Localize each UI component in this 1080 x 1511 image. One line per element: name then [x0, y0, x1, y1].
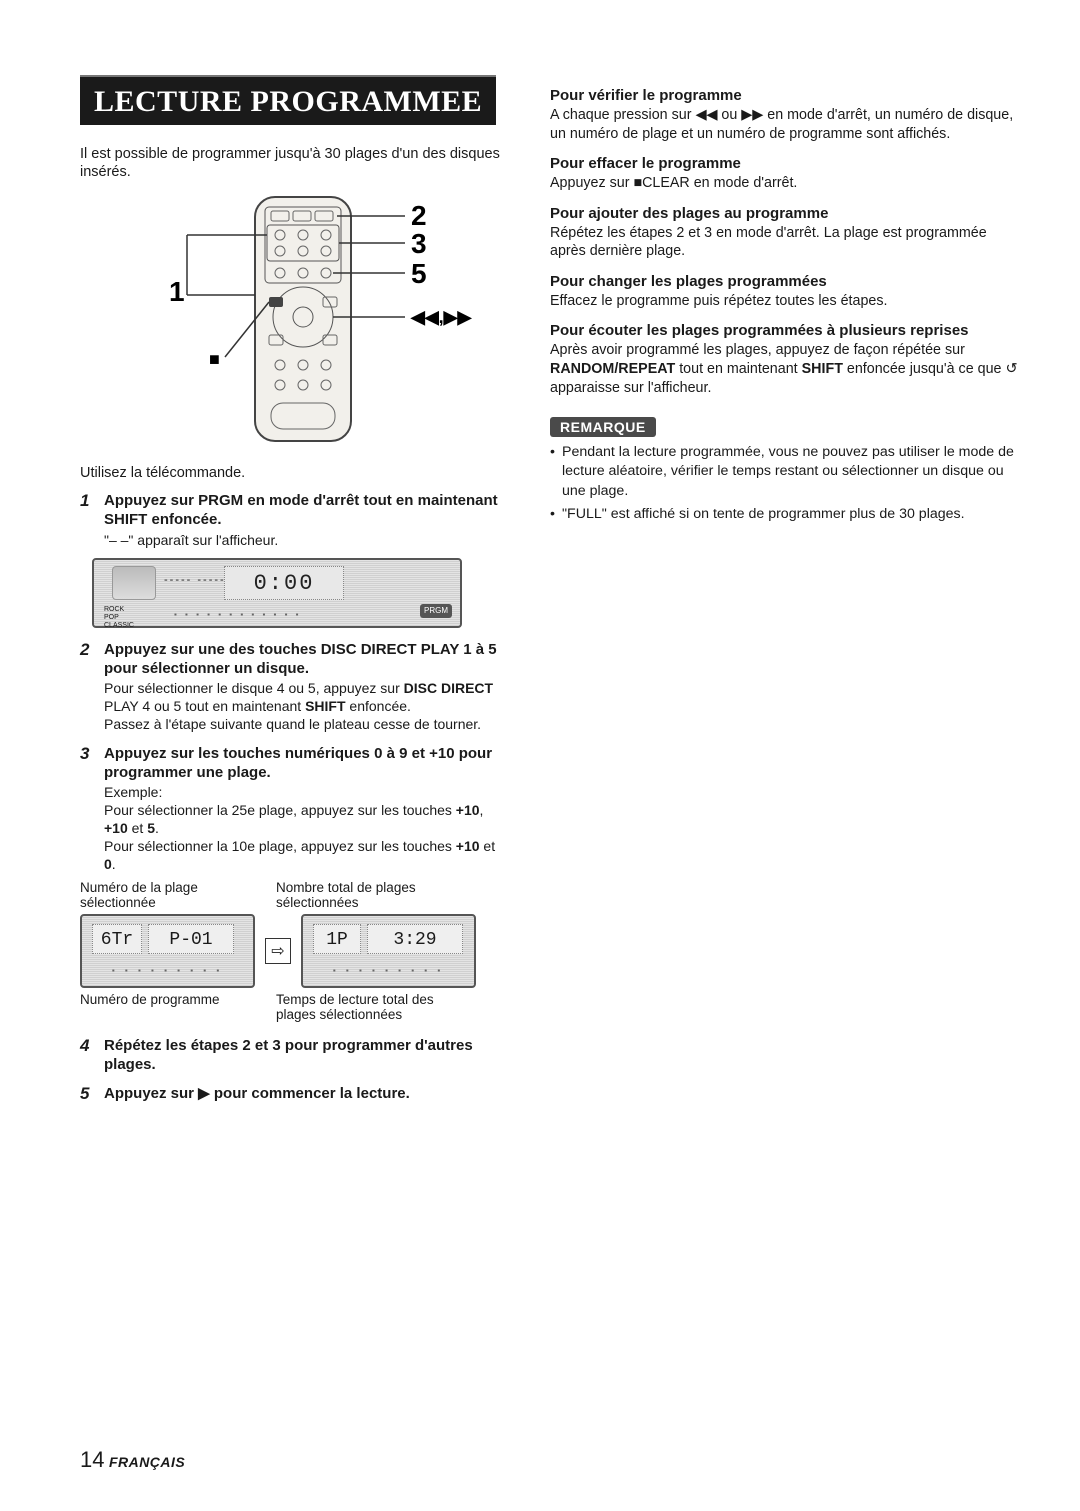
page-footer: 14 FRANÇAIS — [80, 1447, 185, 1473]
left-column: LECTURE PROGRAMMEE Il est possible de pr… — [80, 75, 510, 1108]
two-columns: LECTURE PROGRAMMEE Il est possible de pr… — [80, 75, 1020, 1108]
section-verify: Pour vérifier le programme A chaque pres… — [550, 87, 1020, 143]
lcd1-time: 0:00 — [224, 566, 344, 600]
section-hd: Pour écouter les plages programmées à pl… — [550, 322, 1020, 339]
lcdA-a: 6Tr — [92, 924, 142, 954]
section-hd: Pour ajouter des plages au programme — [550, 205, 1020, 222]
lcdB-c: 1P — [313, 924, 361, 954]
section-erase: Pour effacer le programme Appuyez sur ■C… — [550, 155, 1020, 193]
label-stop: ■ — [209, 349, 220, 369]
note-list: Pendant la lecture programmée, vous ne p… — [550, 443, 1020, 524]
label-5: 5 — [411, 258, 427, 289]
label-3: 3 — [411, 228, 427, 259]
step-1: 1 Appuyez sur PRGM en mode d'arrêt tout … — [80, 491, 510, 549]
step-2-heading: Appuyez sur une des touches DISC DIRECT … — [104, 640, 510, 678]
lcd-display-1: ----- ------ 0:00 ROCK POP CLASSIC ▪ ▪ ▪… — [92, 558, 462, 628]
lcd-top-labels: Numéro de la plage sélectionnée Nombre t… — [80, 880, 510, 910]
remote-svg: 1 2 3 5 ◀◀,▶▶ ■ — [105, 189, 485, 449]
lcd-small-left: 6Tr P-01 ▪ ▪ ▪ ▪ ▪ ▪ ▪ ▪ ▪ — [80, 914, 255, 988]
right-column: Pour vérifier le programme A chaque pres… — [550, 75, 1020, 1108]
page-number: 14 — [80, 1447, 104, 1472]
step-4-heading: Répétez les étapes 2 et 3 pour programme… — [104, 1036, 510, 1074]
section-body: Appuyez sur ■CLEAR en mode d'arrêt. — [550, 174, 1020, 193]
lcd1-prgm: PRGM — [420, 604, 452, 618]
step-num: 2 — [80, 640, 96, 734]
section-change: Pour changer les plages programmées Effa… — [550, 273, 1020, 311]
note-item: Pendant la lecture programmée, vous ne p… — [550, 443, 1020, 501]
label-2: 2 — [411, 200, 427, 231]
remote-figure: 1 2 3 5 ◀◀,▶▶ ■ — [80, 189, 510, 449]
label-1: 1 — [169, 276, 185, 307]
step-num: 3 — [80, 744, 96, 874]
step-num: 1 — [80, 491, 96, 549]
step-3: 3 Appuyez sur les touches numériques 0 à… — [80, 744, 510, 874]
label-rwff: ◀◀,▶▶ — [410, 307, 473, 327]
step-4: 4 Répétez les étapes 2 et 3 pour program… — [80, 1036, 510, 1074]
lcd-bottom-labels: Numéro de programme Temps de lecture tot… — [80, 992, 510, 1022]
section-add: Pour ajouter des plages au programme Rép… — [550, 205, 1020, 261]
page: LECTURE PROGRAMMEE Il est possible de pr… — [0, 0, 1080, 1511]
page-language: FRANÇAIS — [109, 1454, 185, 1470]
label-bottom-right: Temps de lecture total des plages sélect… — [276, 992, 456, 1022]
label-top-right: Nombre total de plages sélectionnées — [276, 880, 456, 910]
title-banner: LECTURE PROGRAMMEE — [80, 75, 496, 125]
note-item: "FULL" est affiché si on tente de progra… — [550, 505, 1020, 524]
intro-text: Il est possible de programmer jusqu'à 30… — [80, 145, 510, 181]
lcdB-d: 3:29 — [367, 924, 463, 954]
step-5-heading: Appuyez sur ▶ pour commencer la lecture. — [104, 1084, 410, 1103]
step-num: 4 — [80, 1036, 96, 1074]
lcd1-ticks: ▪ ▪ ▪ ▪ ▪ ▪ ▪ ▪ ▪ ▪ ▪ ▪ — [174, 610, 412, 620]
step-2-detail: Pour sélectionner le disque 4 ou 5, appu… — [104, 680, 510, 734]
lcdA-b: P-01 — [148, 924, 234, 954]
section-hd: Pour effacer le programme — [550, 155, 1020, 172]
label-bottom-left: Numéro de programme — [80, 992, 260, 1022]
note-banner: REMARQUE — [550, 417, 656, 437]
label-top-left: Numéro de la plage sélectionnée — [80, 880, 260, 910]
section-hd: Pour vérifier le programme — [550, 87, 1020, 104]
step-num: 5 — [80, 1084, 96, 1104]
section-body: Effacez le programme puis répétez toutes… — [550, 292, 1020, 311]
section-hd: Pour changer les plages programmées — [550, 273, 1020, 290]
step-1-detail: "– –" apparaît sur l'afficheur. — [104, 532, 510, 550]
step-5: 5 Appuyez sur ▶ pour commencer la lectur… — [80, 1084, 510, 1104]
section-repeat: Pour écouter les plages programmées à pl… — [550, 322, 1020, 397]
lcd1-tags: ROCK POP CLASSIC — [104, 606, 134, 630]
step-2: 2 Appuyez sur une des touches DISC DIREC… — [80, 640, 510, 734]
section-body: Répétez les étapes 2 et 3 en mode d'arrê… — [550, 224, 1020, 261]
small-lcd-row: 6Tr P-01 ▪ ▪ ▪ ▪ ▪ ▪ ▪ ▪ ▪ ⇨ 1P 3:29 ▪ ▪… — [80, 914, 510, 988]
step-1-heading: Appuyez sur PRGM en mode d'arrêt tout en… — [104, 491, 510, 529]
section-body: A chaque pression sur ◀◀ ou ▶▶ en mode d… — [550, 106, 1020, 143]
section-body: Après avoir programmé les plages, appuye… — [550, 341, 1020, 397]
lcd1-dots: ----- ------ — [164, 574, 231, 586]
step-3-heading: Appuyez sur les touches numériques 0 à 9… — [104, 744, 510, 782]
arrow-right-icon: ⇨ — [265, 938, 291, 964]
step-3-detail: Exemple:Pour sélectionner la 25e plage, … — [104, 784, 510, 874]
lcd-small-right: 1P 3:29 ▪ ▪ ▪ ▪ ▪ ▪ ▪ ▪ ▪ — [301, 914, 476, 988]
subcaption: Utilisez la télécommande. — [80, 465, 510, 481]
